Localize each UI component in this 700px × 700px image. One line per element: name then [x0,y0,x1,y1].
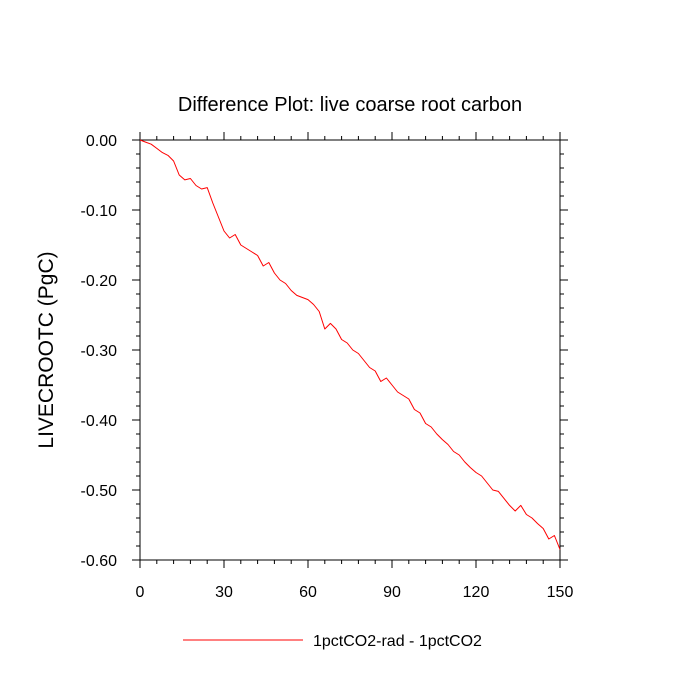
legend: 1pctCO2-rad - 1pctCO2 [183,633,482,650]
x-tick-label: 30 [215,584,233,601]
y-tick-label: -0.20 [81,273,118,290]
y-tick-label: -0.30 [81,343,118,360]
x-tick-label: 150 [547,584,574,601]
x-tick-label: 120 [463,584,490,601]
series-layer [139,139,561,550]
y-axis-label: LIVECROOTC (PgC) [35,251,58,448]
legend-label: 1pctCO2-rad - 1pctCO2 [313,633,482,650]
chart-title: Difference Plot: live coarse root carbon [178,94,522,116]
x-tick-label: 60 [299,584,317,601]
y-tick-label: -0.60 [81,553,118,570]
y-tick-label: -0.40 [81,413,118,430]
x-tick-label: 0 [136,584,145,601]
y-tick-label: 0.00 [86,133,117,150]
y-tick-label: -0.50 [81,483,118,500]
series-line [139,139,561,550]
axis-ticks [132,132,568,568]
plot-area-frame [139,139,561,561]
y-tick-label: -0.10 [81,203,118,220]
x-tick-label: 90 [383,584,401,601]
y-axis-tick-labels: 0.00 -0.10 -0.20 -0.30 -0.40 -0.50 -0.60 [81,133,118,570]
x-axis-tick-labels: 0 30 60 90 120 150 [136,584,574,601]
